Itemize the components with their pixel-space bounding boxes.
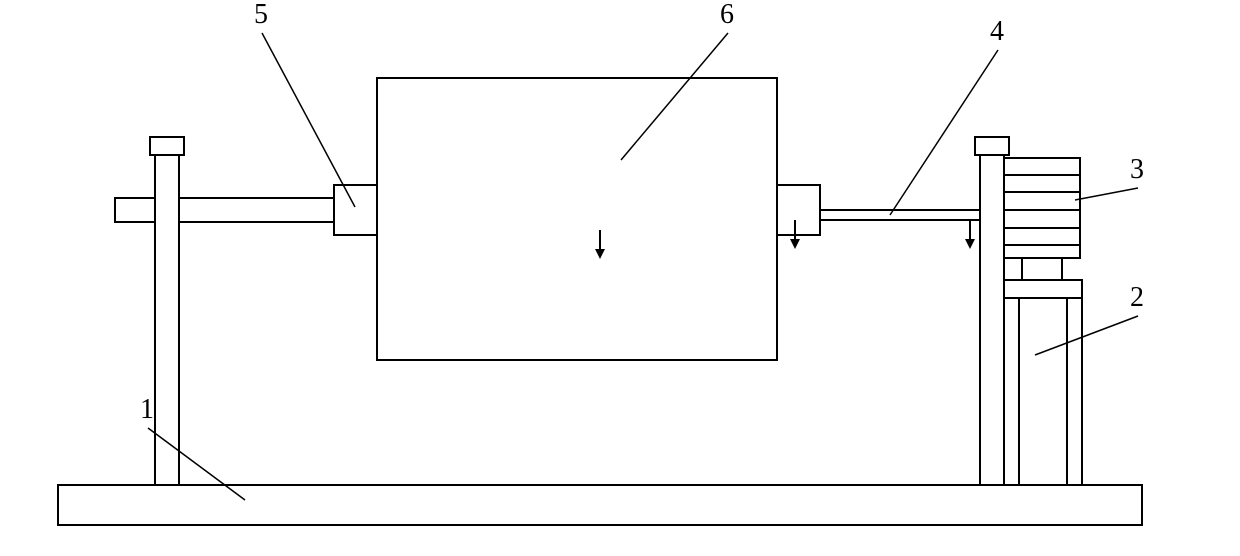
diagram-svg: 1 2 3 4 5 6 xyxy=(0,0,1240,556)
svg-text:4: 4 xyxy=(990,16,1004,47)
svg-text:2: 2 xyxy=(1130,282,1144,313)
svg-text:3: 3 xyxy=(1130,154,1144,185)
engineering-diagram: 1 2 3 4 5 6 xyxy=(0,0,1240,556)
svg-text:6: 6 xyxy=(720,0,734,30)
svg-text:5: 5 xyxy=(254,0,268,30)
svg-text:1: 1 xyxy=(140,394,154,425)
